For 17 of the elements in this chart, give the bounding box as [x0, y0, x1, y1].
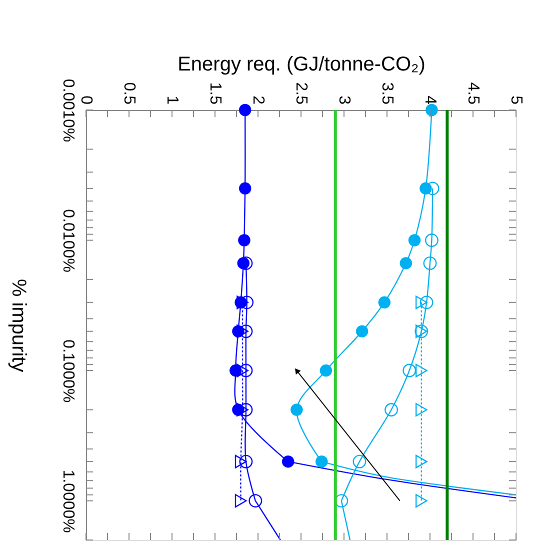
x-tick-label: 2.5: [292, 82, 310, 105]
y-tick-label: 0.1000%: [60, 339, 76, 403]
x-axis-title: Energy req. (GJ/tonne-CO₂): [178, 53, 426, 76]
y-tick-label: 0.0010%: [60, 78, 76, 142]
x-tick-label: 1.5: [206, 82, 224, 105]
x-tick-label: 3.5: [378, 82, 396, 105]
y-tick-label: 1.0000%: [60, 470, 76, 533]
x-tick-label: 2: [250, 96, 266, 105]
x-tick-label: 0: [78, 96, 94, 105]
y-axis-title: % impurity: [8, 278, 30, 372]
x-tick-label: 5: [508, 96, 524, 105]
x-tick-label: 4.5: [464, 82, 482, 105]
x-tick-label: 0.5: [120, 82, 138, 105]
y-tick-label: 0.0100%: [60, 209, 76, 272]
x-tick-label: 1: [164, 96, 180, 105]
x-tick-label: 3: [336, 96, 352, 105]
x-tick-label: 4: [422, 96, 438, 105]
